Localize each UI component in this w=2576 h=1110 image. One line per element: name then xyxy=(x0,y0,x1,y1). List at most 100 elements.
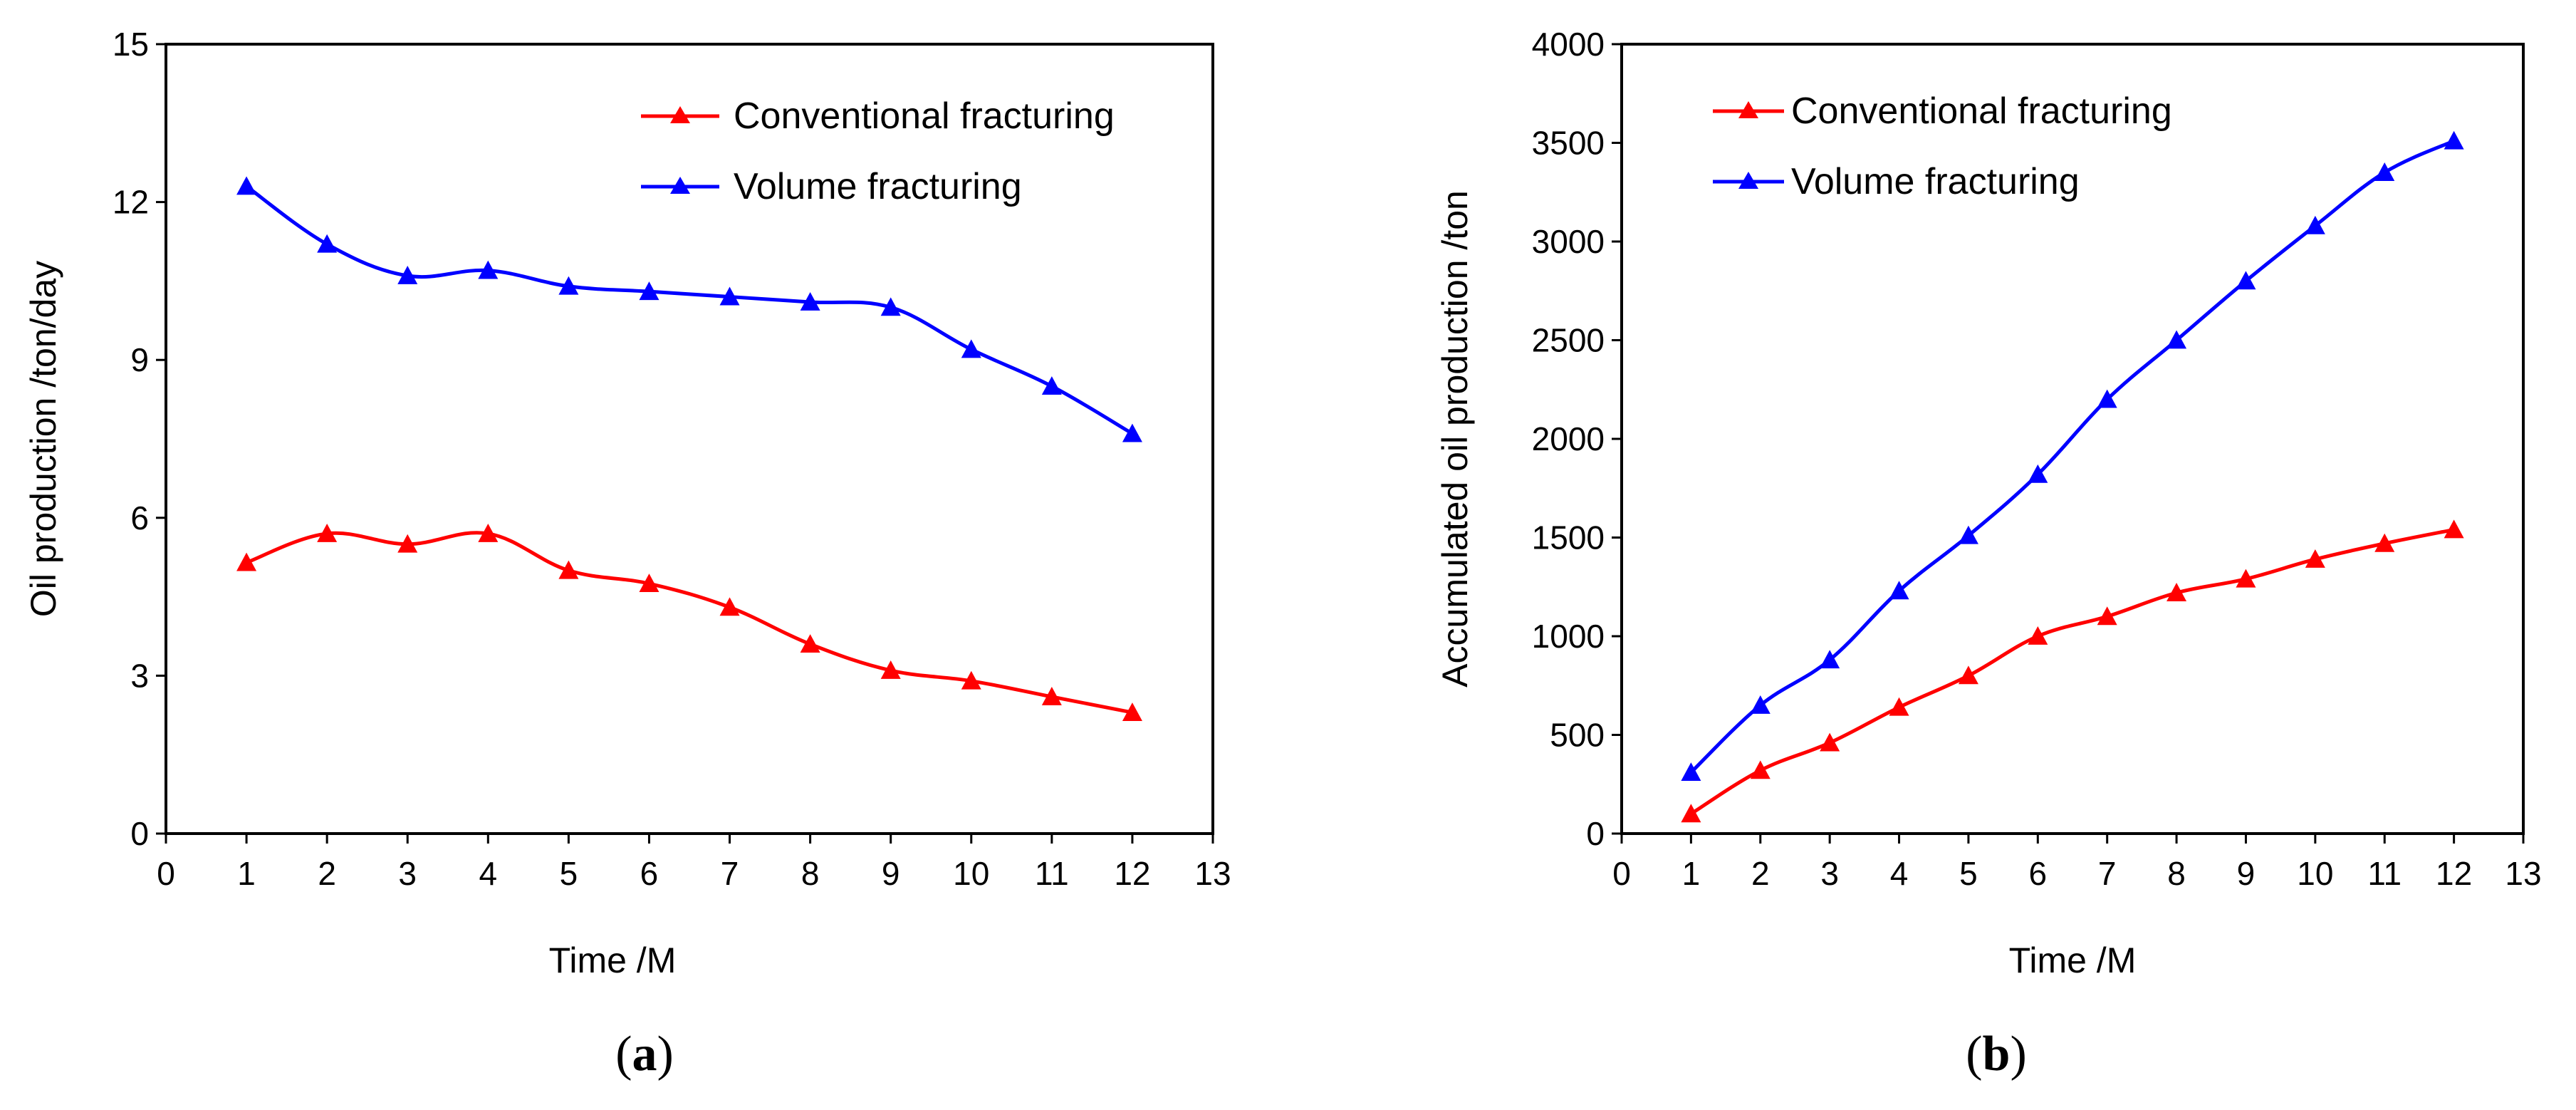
chart-b-x-tick-label: 13 xyxy=(2505,855,2541,892)
chart-a-x-tick-label: 12 xyxy=(1114,855,1150,892)
panel-label-b-close: ) xyxy=(2010,1027,2026,1082)
chart-a-point-volume xyxy=(1041,376,1062,395)
chart-a-y-tick-label: 12 xyxy=(113,184,149,221)
chart-a-y-tick-label: 0 xyxy=(130,815,149,852)
chart-a-x-tick-label: 7 xyxy=(721,855,739,892)
chart-b-y-tick-label: 3000 xyxy=(1532,223,1605,260)
legend-b-conventional-label: Conventional fracturing xyxy=(1791,90,2172,132)
chart-b-x-ticks: 0 1 2 3 4 5 6 7 8 9 10 11 12 13 xyxy=(1612,834,2542,892)
chart-b-y-tick-label: 3500 xyxy=(1532,125,1605,162)
chart-a-point-conventional xyxy=(800,634,820,653)
chart-b-y-tick-label: 2500 xyxy=(1532,322,1605,359)
chart-a-point-conventional xyxy=(1122,702,1142,722)
chart-a-x-tick-label: 2 xyxy=(318,855,336,892)
chart-b-point-volume xyxy=(2166,330,2187,349)
chart-a-point-conventional xyxy=(880,660,901,679)
chart-a-y-tick-label: 3 xyxy=(130,657,149,694)
legend-a-item-conventional: Conventional fracturing xyxy=(641,95,1115,137)
chart-a-point-conventional xyxy=(961,670,981,690)
chart-b-series-line-conventional xyxy=(1690,527,2455,816)
chart-b-point-volume xyxy=(2305,215,2325,234)
chart-b-point-volume xyxy=(1820,650,1840,669)
chart-b-point-conventional xyxy=(2236,569,2256,588)
chart-b-point-volume xyxy=(1681,762,1701,782)
chart-b-x-tick-label: 9 xyxy=(2237,855,2256,892)
chart-a-point-volume xyxy=(639,281,659,301)
chart-b-y-tick-label: 1000 xyxy=(1532,618,1605,655)
chart-b-point-conventional xyxy=(2305,549,2325,568)
chart-a-point-conventional xyxy=(317,523,338,542)
chart-a-point-conventional xyxy=(236,552,257,571)
legend-b-item-volume: Volume fracturing xyxy=(1713,161,2080,202)
chart-a-x-tick-label: 4 xyxy=(479,855,498,892)
chart-a-x-tick-label: 6 xyxy=(640,855,659,892)
chart-a-point-volume xyxy=(1122,423,1142,442)
chart-b-point-conventional xyxy=(2166,583,2187,601)
chart-a-point-volume xyxy=(961,339,981,358)
chart-a-x-tick-label: 0 xyxy=(157,855,175,892)
chart-b-x-tick-label: 4 xyxy=(1890,855,1909,892)
chart-b-point-volume xyxy=(2028,464,2048,483)
chart-a-x-tick-label: 1 xyxy=(237,855,256,892)
chart-b-x-axis-label: Time /M xyxy=(2009,940,2137,980)
legend-b-volume-marker-icon xyxy=(1738,172,1758,189)
chart-b-point-conventional xyxy=(2028,626,2048,645)
chart-b-point-conventional xyxy=(1889,697,1909,716)
chart-a-x-tick-label: 11 xyxy=(1035,855,1069,892)
chart-a-point-volume xyxy=(236,176,257,195)
chart-b-x-tick-label: 7 xyxy=(2098,855,2117,892)
chart-a-point-volume xyxy=(719,286,740,306)
chart-a-series xyxy=(236,176,1142,722)
chart-a-x-tick-label: 9 xyxy=(882,855,900,892)
chart-a-point-volume xyxy=(880,297,901,316)
legend-b-conventional-marker-icon xyxy=(1738,101,1758,118)
panel-label-a-close: ) xyxy=(657,1027,674,1082)
panel-label-b-open: ( xyxy=(1966,1027,1982,1082)
panel-label-a: (a) xyxy=(615,1027,674,1082)
chart-a-point-volume xyxy=(478,260,499,279)
legend-a-item-volume: Volume fracturing xyxy=(641,166,1022,207)
chart-b-point-volume xyxy=(2236,271,2256,290)
panel-label-b: (b) xyxy=(1966,1027,2027,1082)
chart-b-y-tick-label: 4000 xyxy=(1532,26,1605,63)
chart-b-x-tick-label: 1 xyxy=(1682,855,1701,892)
chart-a-point-conventional xyxy=(478,523,499,542)
chart-a-legend: Conventional fracturing Volume fracturin… xyxy=(641,95,1115,207)
chart-a-x-tick-label: 5 xyxy=(560,855,578,892)
chart-b-x-tick-label: 2 xyxy=(1751,855,1770,892)
chart-b-point-volume xyxy=(1958,525,1978,544)
chart-a-x-tick-label: 13 xyxy=(1194,855,1231,892)
chart-b-point-conventional xyxy=(1958,665,1978,685)
chart-b-point-conventional xyxy=(2097,606,2117,626)
chart-a-point-volume xyxy=(800,291,820,311)
chart-b-point-volume xyxy=(1750,695,1771,714)
chart-b-series xyxy=(1681,130,2464,823)
chart-b-x-tick-label: 11 xyxy=(2367,855,2402,892)
panel-label-b-letter: b xyxy=(1983,1027,2011,1082)
chart-b-x-tick-label: 0 xyxy=(1612,855,1631,892)
chart-a-y-tick-label: 6 xyxy=(130,499,149,536)
chart-b-y-tick-label: 1500 xyxy=(1532,519,1605,556)
legend-b-volume-label: Volume fracturing xyxy=(1791,161,2080,202)
chart-b-y-axis-label: Accumulated oil production /ton xyxy=(1435,190,1475,688)
chart-b-x-tick-label: 5 xyxy=(1959,855,1978,892)
chart-b-y-tick-label: 0 xyxy=(1586,815,1605,852)
chart-b-x-tick-label: 12 xyxy=(2436,855,2472,892)
chart-b-point-conventional xyxy=(1750,760,1771,779)
chart-b-y-tick-label: 2000 xyxy=(1532,420,1605,457)
panel-label-a-letter: a xyxy=(632,1027,657,1082)
chart-a-point-volume xyxy=(558,276,579,295)
chart-a-y-ticks: 0 3 6 9 12 15 xyxy=(113,26,166,852)
chart-a-x-tick-label: 8 xyxy=(801,855,820,892)
chart-b-x-tick-label: 3 xyxy=(1820,855,1839,892)
chart-b-y-tick-label: 500 xyxy=(1550,717,1605,754)
chart-b-legend: Conventional fracturing Volume fracturin… xyxy=(1713,90,2172,202)
chart-b-x-tick-label: 10 xyxy=(2297,855,2333,892)
chart-a-point-conventional xyxy=(639,574,659,593)
chart-a-series-line-conventional xyxy=(246,531,1133,715)
chart-b-point-volume xyxy=(2444,130,2464,150)
chart-b-point-conventional xyxy=(2444,519,2464,539)
